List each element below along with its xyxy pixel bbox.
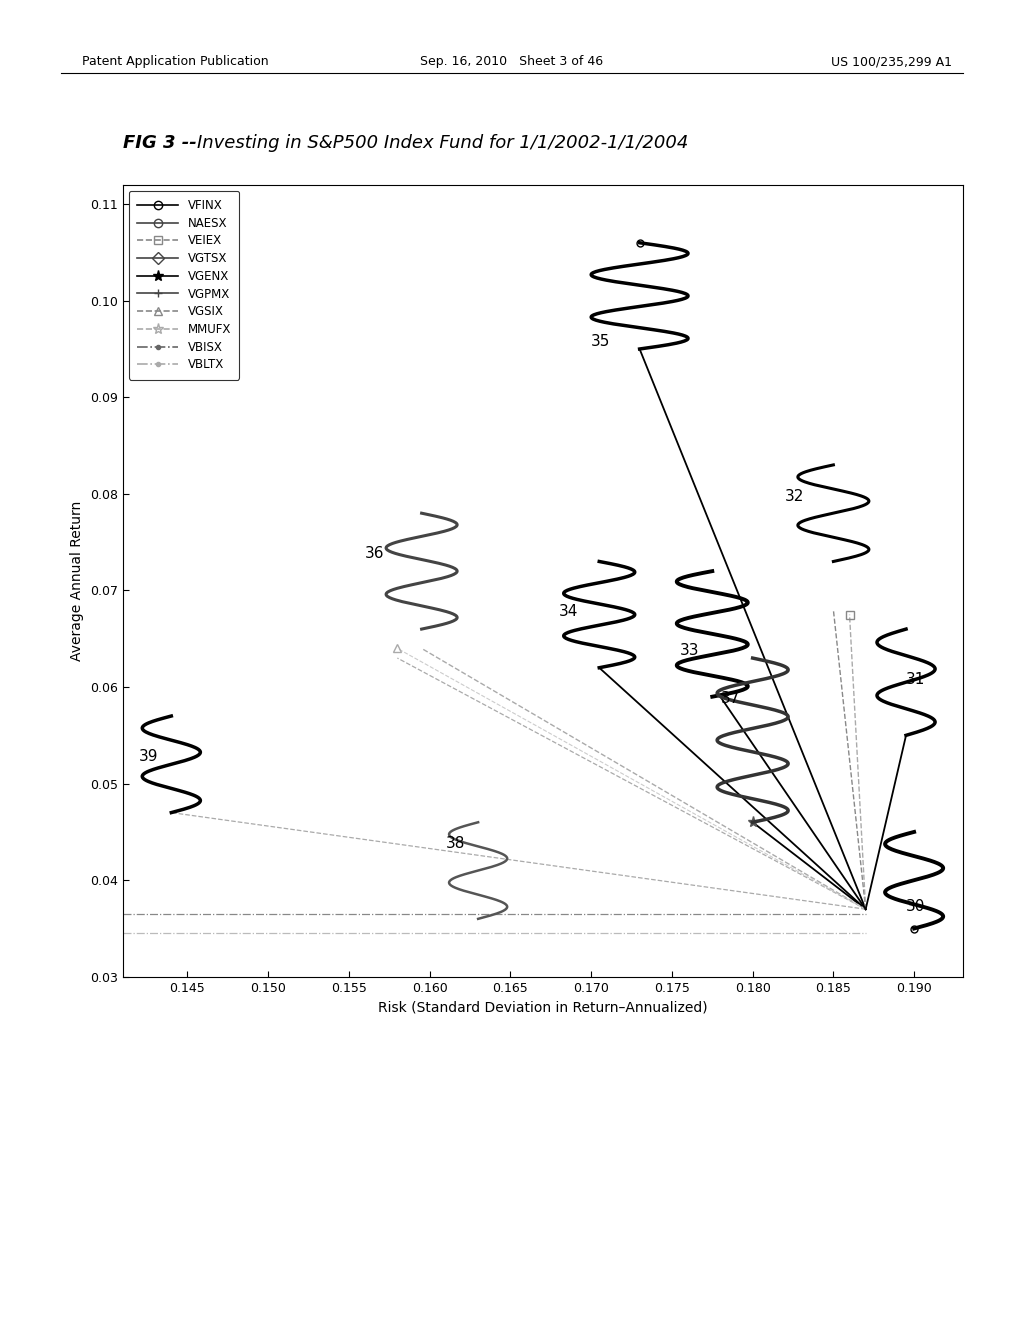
Text: 32: 32 [785, 488, 804, 503]
Text: 36: 36 [366, 546, 385, 561]
Text: 33: 33 [680, 643, 699, 659]
Text: 30: 30 [906, 899, 926, 913]
Y-axis label: Average Annual Return: Average Annual Return [71, 500, 84, 661]
Text: 34: 34 [559, 605, 579, 619]
Text: Patent Application Publication: Patent Application Publication [82, 55, 268, 69]
X-axis label: Risk (Standard Deviation in Return–Annualized): Risk (Standard Deviation in Return–Annua… [378, 1001, 708, 1014]
Text: Investing in S&P500 Index Fund for 1/1/2002-1/1/2004: Investing in S&P500 Index Fund for 1/1/2… [197, 133, 688, 152]
Text: US 100/235,299 A1: US 100/235,299 A1 [831, 55, 952, 69]
Text: 39: 39 [139, 750, 159, 764]
Text: 37: 37 [720, 692, 739, 706]
Text: 31: 31 [906, 672, 926, 686]
Text: FIG 3 --: FIG 3 -- [123, 133, 203, 152]
Text: Sep. 16, 2010   Sheet 3 of 46: Sep. 16, 2010 Sheet 3 of 46 [421, 55, 603, 69]
Text: 35: 35 [591, 334, 610, 348]
Legend: VFINX, NAESX, VEIEX, VGTSX, VGENX, VGPMX, VGSIX, MMUFX, VBISX, VBLTX: VFINX, NAESX, VEIEX, VGTSX, VGENX, VGPMX… [129, 190, 240, 380]
Text: 38: 38 [445, 837, 465, 851]
